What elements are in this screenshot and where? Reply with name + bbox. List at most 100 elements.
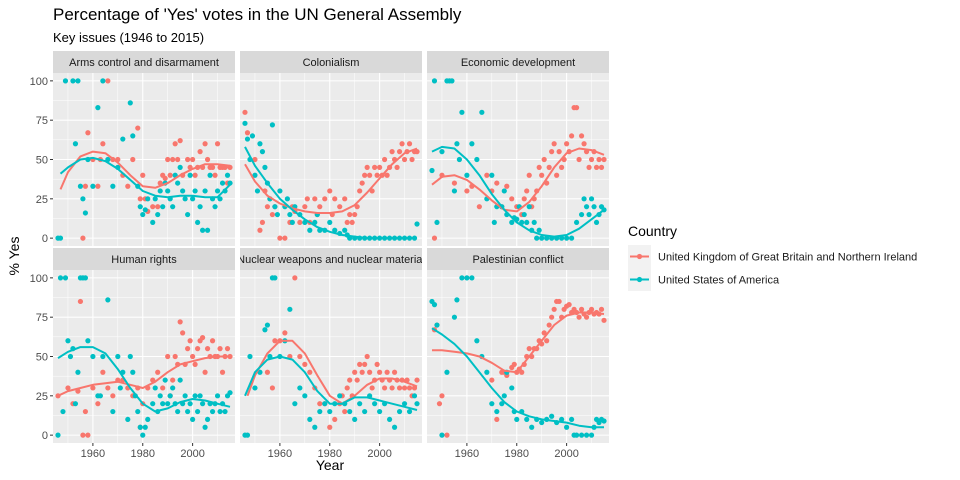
data-point — [142, 207, 148, 213]
y-tick-label: 25 — [36, 391, 48, 403]
data-point — [227, 180, 233, 186]
data-point — [105, 297, 111, 303]
data-point — [307, 369, 313, 375]
facet-panel: Economic development — [427, 51, 609, 246]
data-point — [406, 141, 413, 147]
data-point — [165, 188, 171, 194]
data-point — [217, 196, 223, 202]
data-point — [489, 401, 495, 407]
facet-strip-label: Economic development — [461, 57, 575, 69]
data-point — [185, 211, 191, 218]
data-point — [551, 306, 557, 312]
x-tick-label: 2000 — [180, 448, 204, 460]
data-point — [569, 235, 575, 241]
data-point — [539, 419, 545, 426]
data-point — [601, 156, 607, 163]
data-point — [469, 275, 475, 281]
data-point — [526, 204, 532, 210]
y-tick-label: 0 — [42, 233, 48, 245]
facet-strip — [427, 248, 609, 270]
data-point — [484, 172, 490, 178]
data-point — [190, 196, 196, 202]
smooth-trend-line — [244, 146, 417, 240]
data-point — [444, 369, 450, 375]
data-point — [459, 275, 465, 281]
data-point — [409, 156, 415, 163]
data-point — [588, 306, 595, 312]
data-point — [192, 172, 198, 178]
data-point — [354, 377, 360, 383]
data-point — [195, 219, 201, 226]
data-point — [431, 78, 438, 84]
y-tick-label: 25 — [36, 194, 48, 206]
data-point — [272, 338, 278, 344]
data-point — [57, 275, 64, 281]
data-point — [80, 196, 86, 202]
data-point — [544, 338, 550, 344]
data-point — [327, 408, 333, 415]
data-point — [372, 401, 378, 407]
data-point — [384, 172, 390, 178]
data-point — [411, 393, 418, 399]
data-point — [391, 424, 398, 430]
data-point — [499, 401, 505, 407]
data-point — [212, 204, 218, 210]
data-point — [167, 393, 173, 399]
data-point — [593, 164, 600, 170]
data-point — [287, 306, 293, 312]
data-point — [175, 180, 181, 186]
data-point — [359, 369, 365, 375]
data-point — [82, 183, 89, 189]
data-point — [60, 408, 66, 415]
data-point — [162, 175, 168, 181]
data-point — [257, 141, 263, 147]
data-point — [549, 149, 555, 155]
data-point — [307, 227, 313, 233]
data-point — [349, 219, 355, 226]
data-point — [165, 353, 171, 360]
data-point — [207, 172, 213, 178]
data-point — [297, 385, 303, 391]
data-point — [501, 393, 507, 399]
data-point — [573, 105, 580, 111]
data-point — [264, 369, 271, 375]
data-point — [140, 211, 146, 218]
data-point — [274, 211, 280, 218]
data-point — [110, 183, 116, 189]
x-tick-label: 2000 — [367, 448, 391, 460]
data-point — [476, 204, 482, 210]
data-point — [160, 385, 166, 391]
facet-panel: Arms control and disarmament 0 25 50 75 100 — [30, 51, 235, 246]
data-point — [307, 416, 313, 423]
data-point — [187, 172, 193, 178]
data-point — [155, 369, 161, 375]
data-point — [175, 156, 181, 163]
data-point — [354, 204, 360, 210]
data-point — [145, 196, 151, 202]
facet-strip-label: Arms control and disarmament — [69, 57, 219, 69]
data-point — [536, 227, 542, 233]
data-point — [573, 219, 580, 226]
data-point — [187, 401, 193, 407]
data-point — [137, 204, 143, 210]
data-point — [219, 369, 226, 375]
data-point — [170, 385, 176, 391]
data-point — [573, 432, 580, 438]
data-point — [391, 369, 398, 375]
data-point — [197, 393, 203, 399]
data-point — [145, 416, 151, 423]
data-point — [249, 133, 256, 139]
data-point — [342, 196, 348, 202]
facet-strip — [53, 51, 235, 73]
data-point — [252, 156, 258, 163]
data-point — [195, 346, 201, 352]
data-point — [456, 156, 463, 163]
data-point — [491, 219, 497, 226]
data-point — [578, 211, 585, 218]
data-point — [342, 408, 348, 415]
data-point — [469, 141, 475, 147]
data-point — [284, 196, 290, 202]
data-point — [312, 196, 318, 202]
facet-strip-label: Palestinian conflict — [472, 254, 563, 266]
data-point — [197, 204, 203, 210]
